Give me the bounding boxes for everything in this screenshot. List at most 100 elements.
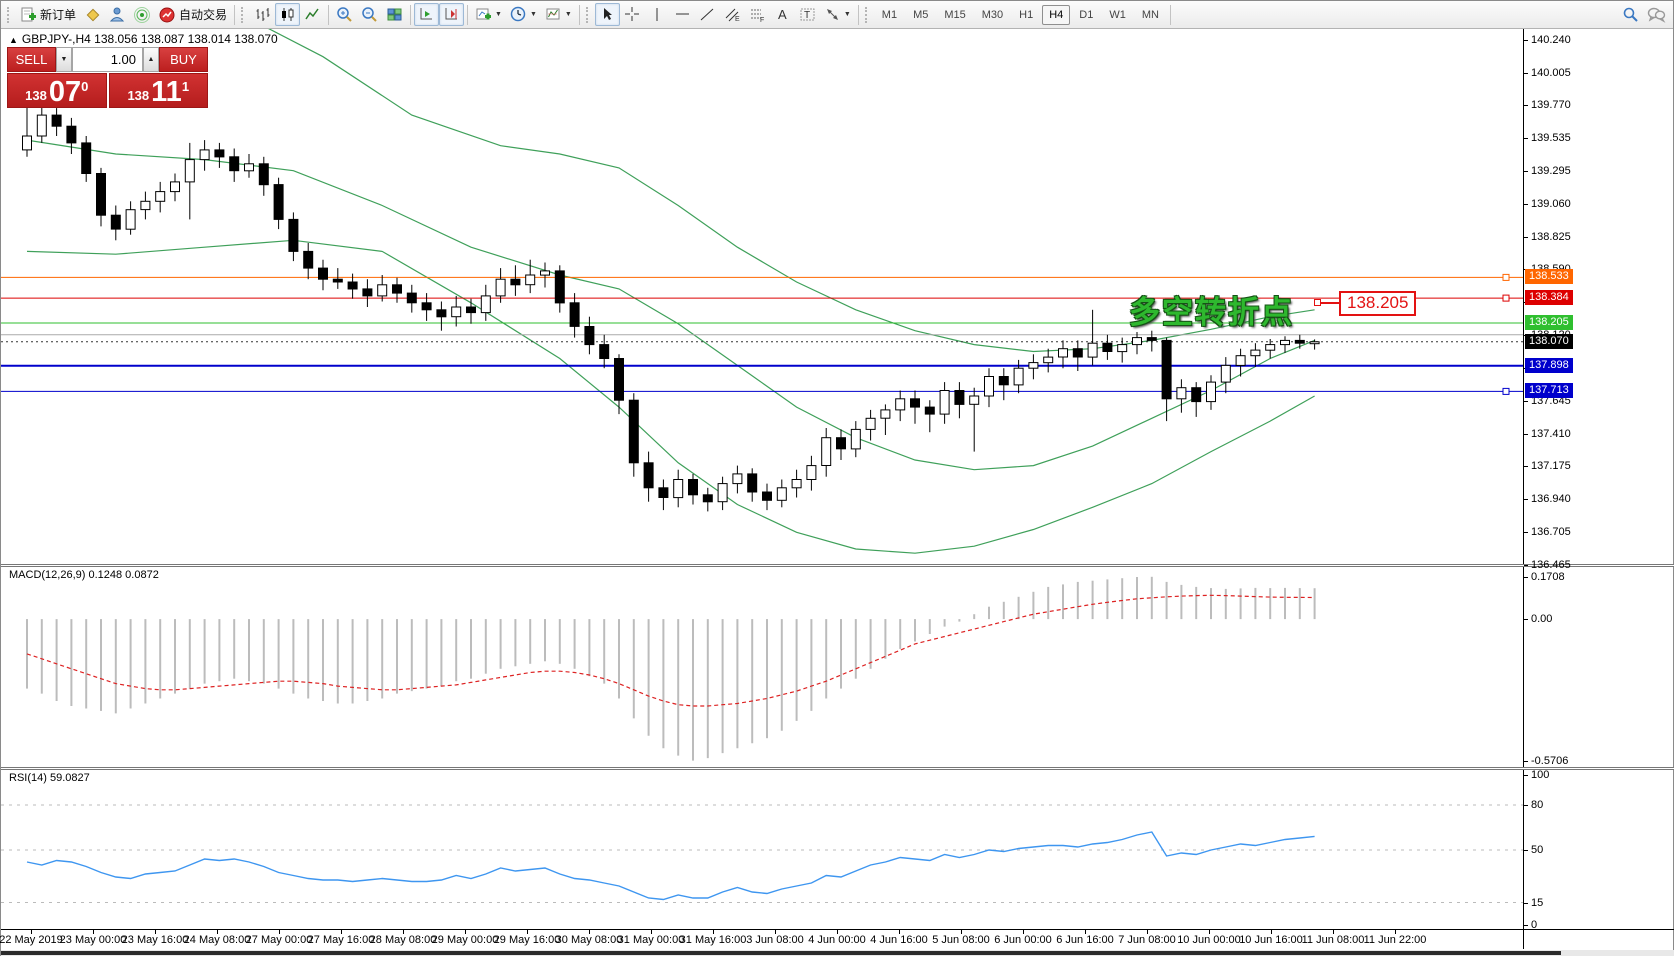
- price-callout-marker[interactable]: [1314, 299, 1321, 306]
- price-level-label: 138.205: [1525, 315, 1573, 330]
- channel-tool-button[interactable]: E: [720, 3, 745, 26]
- line-chart-button[interactable]: [300, 3, 325, 26]
- chart-annotation-text[interactable]: 多空转折点: [1129, 295, 1294, 330]
- time-label: 29 May 00:00: [431, 934, 499, 946]
- rsi-label: RSI(14) 59.0827: [9, 772, 90, 784]
- time-tick-mark: [527, 930, 528, 934]
- horizontal-line-tool-button[interactable]: [670, 3, 695, 26]
- signal-icon: [134, 6, 151, 23]
- price-tick: 139.770: [1531, 99, 1571, 112]
- text-label-icon: T: [799, 6, 816, 23]
- horizontal-scrollbar[interactable]: [1, 950, 1674, 956]
- zoom-out-button[interactable]: [357, 3, 382, 26]
- price-tick: 136.465: [1531, 558, 1571, 571]
- new-chart-button[interactable]: ▼: [471, 3, 506, 26]
- zoom-in-button[interactable]: [332, 3, 357, 26]
- time-tick-mark: [1333, 930, 1334, 934]
- timeframe-m30-button[interactable]: M30: [981, 8, 1004, 21]
- time-tick-mark: [1085, 930, 1086, 934]
- price-tick: 139.535: [1531, 132, 1571, 145]
- price-tick-mark: [1524, 400, 1528, 402]
- crosshair-tool-button[interactable]: [620, 3, 645, 26]
- timeframe-group: M1 M5 M15 M30 H1 H4 D1 W1 MN: [874, 4, 1167, 25]
- chart-shift-button[interactable]: [439, 3, 465, 26]
- macd-canvas[interactable]: [1, 567, 1674, 767]
- auto-scroll-button[interactable]: [414, 3, 440, 26]
- sell-button[interactable]: SELL: [7, 47, 56, 72]
- timeframe-m15-button[interactable]: M15: [944, 8, 966, 21]
- expand-arrow-icon[interactable]: ▲: [9, 35, 18, 45]
- timeframe-h4-button[interactable]: H4: [1042, 4, 1071, 25]
- trendline-icon: [699, 6, 716, 23]
- tile-windows-button[interactable]: [382, 3, 407, 26]
- svg-text:E: E: [735, 16, 740, 23]
- chat-icon: [1647, 6, 1666, 23]
- time-label: 10 Jun 16:00: [1239, 934, 1303, 946]
- vertical-line-icon: [649, 6, 666, 23]
- price-tick-mark: [1524, 236, 1528, 238]
- candlestick-chart-icon: [279, 6, 296, 23]
- shapes-tool-button[interactable]: ▼: [820, 3, 855, 26]
- search-button[interactable]: [1618, 3, 1643, 26]
- timeframe-m5-button[interactable]: M5: [913, 8, 929, 21]
- pane-separator[interactable]: [1, 564, 1674, 567]
- history-button[interactable]: [80, 3, 105, 26]
- time-tick-mark: [93, 930, 94, 934]
- volume-input[interactable]: [72, 47, 143, 72]
- time-label: 7 Jun 08:00: [1118, 934, 1176, 946]
- dropdown-caret-icon: ▼: [564, 11, 572, 18]
- chart-shift-icon: [443, 6, 460, 23]
- price-level-label: 138.384: [1525, 290, 1573, 306]
- rsi-tick: 80: [1531, 799, 1544, 811]
- arrows-icon: [824, 6, 841, 23]
- vertical-line-tool-button[interactable]: [645, 3, 670, 26]
- main-chart-canvas[interactable]: [1, 29, 1674, 565]
- horizontal-line-icon: [674, 6, 691, 23]
- indicators-icon: [545, 6, 562, 23]
- timeframe-d1-button[interactable]: D1: [1079, 8, 1094, 21]
- macd-tick-mark: [1524, 760, 1528, 762]
- rsi-tick-mark: [1524, 850, 1528, 851]
- timeframe-w1-button[interactable]: W1: [1109, 8, 1126, 21]
- scrollbar-thumb[interactable]: [1, 951, 1561, 955]
- price-tick-mark: [1524, 433, 1528, 435]
- volume-decrease-button[interactable]: ▼: [56, 47, 72, 72]
- indicators-button[interactable]: ▼: [541, 3, 576, 26]
- candlestick-chart-button[interactable]: [275, 3, 301, 26]
- one-click-trading-panel: SELL ▼ ▲ BUY 138 07 0 138 11 1: [7, 47, 208, 108]
- price-tick-mark: [1524, 531, 1528, 533]
- auto-trading-button[interactable]: 自动交易: [155, 3, 231, 26]
- time-tick-mark: [1395, 930, 1396, 934]
- sell-price-prefix: 138: [25, 88, 47, 103]
- timeframe-h1-button[interactable]: H1: [1019, 8, 1034, 21]
- timeframe-mn-button[interactable]: MN: [1141, 8, 1159, 21]
- fibonacci-tool-button[interactable]: F: [745, 3, 770, 26]
- trendline-tool-button[interactable]: [695, 3, 720, 26]
- buy-button[interactable]: BUY: [159, 47, 208, 72]
- buy-price-button[interactable]: 138 11 1: [108, 73, 208, 108]
- text-tool-button[interactable]: A: [770, 3, 795, 26]
- rsi-canvas[interactable]: [1, 770, 1674, 929]
- time-label: 27 May 16:00: [307, 934, 375, 946]
- label-tool-button[interactable]: T: [795, 3, 820, 26]
- chat-button[interactable]: [1643, 3, 1670, 26]
- buy-price-pip: 1: [181, 79, 190, 94]
- cursor-tool-button[interactable]: [594, 3, 620, 26]
- time-label: 22 May 2019: [0, 934, 63, 946]
- new-order-button[interactable]: 新订单: [16, 3, 80, 26]
- volume-increase-button[interactable]: ▲: [143, 47, 159, 72]
- clock-icon: [510, 6, 527, 23]
- bar-chart-button[interactable]: [250, 3, 275, 26]
- signals-button[interactable]: [130, 3, 155, 26]
- pane-separator[interactable]: [1, 767, 1674, 770]
- svg-text:A: A: [778, 7, 787, 22]
- sell-price-button[interactable]: 138 07 0: [7, 73, 107, 108]
- periods-button[interactable]: ▼: [506, 3, 541, 26]
- price-callout-label[interactable]: 138.205: [1339, 291, 1417, 316]
- timeframe-m1-button[interactable]: M1: [881, 8, 898, 21]
- profile-button[interactable]: [105, 3, 130, 26]
- macd-tick: -0.5706: [1531, 754, 1569, 767]
- price-tick: 136.940: [1531, 492, 1571, 505]
- macd-tick-mark: [1524, 619, 1528, 621]
- time-axis-line: [1, 929, 1674, 930]
